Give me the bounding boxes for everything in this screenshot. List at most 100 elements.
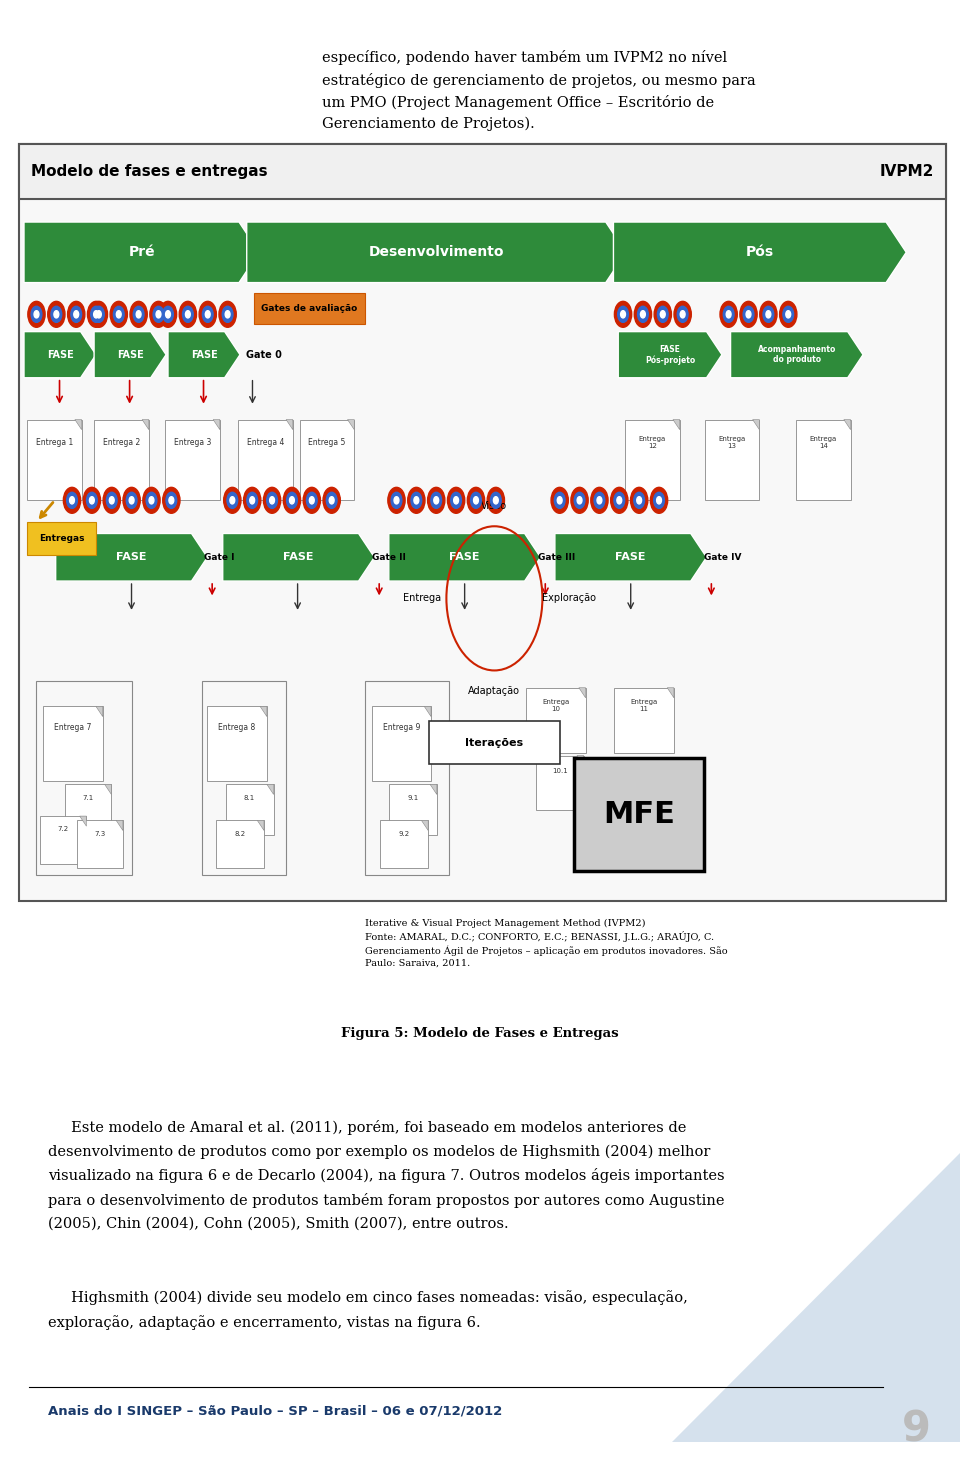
Circle shape	[263, 487, 280, 513]
Bar	[19, 144, 946, 198]
Polygon shape	[247, 222, 626, 283]
Circle shape	[493, 497, 498, 504]
Text: FASE: FASE	[116, 553, 147, 563]
Text: Gates de avaliação: Gates de avaliação	[261, 305, 358, 313]
Bar	[526, 688, 586, 752]
Bar	[429, 720, 560, 764]
Bar	[389, 784, 437, 835]
Text: Entrega
13: Entrega 13	[718, 436, 746, 449]
Text: Pré: Pré	[129, 245, 155, 260]
Circle shape	[290, 497, 295, 504]
Bar	[705, 420, 759, 500]
Text: Gate 0: Gate 0	[246, 350, 281, 360]
Text: Acompanhamento
do produto: Acompanhamento do produto	[757, 346, 836, 364]
Circle shape	[306, 493, 317, 509]
Bar	[43, 707, 103, 781]
Polygon shape	[94, 331, 166, 378]
Polygon shape	[753, 420, 759, 430]
Circle shape	[229, 497, 235, 504]
Polygon shape	[213, 420, 220, 430]
Circle shape	[491, 493, 501, 509]
Circle shape	[434, 497, 439, 504]
Bar	[27, 420, 82, 500]
Text: Modelo de fases e entregas: Modelo de fases e entregas	[31, 165, 267, 179]
Circle shape	[620, 311, 626, 318]
Circle shape	[219, 302, 236, 327]
Text: Gate I: Gate I	[204, 553, 235, 561]
Bar	[202, 681, 286, 875]
Circle shape	[205, 311, 210, 318]
Text: MFE: MFE	[603, 800, 675, 830]
Polygon shape	[142, 420, 149, 430]
Polygon shape	[667, 688, 674, 698]
Circle shape	[51, 306, 61, 322]
Polygon shape	[555, 534, 707, 582]
Bar	[300, 420, 354, 500]
Circle shape	[283, 487, 300, 513]
Circle shape	[182, 306, 193, 322]
Text: Gate II: Gate II	[372, 553, 405, 561]
Bar	[94, 420, 149, 500]
Circle shape	[614, 302, 632, 327]
Text: Entrega
12: Entrega 12	[638, 436, 666, 449]
Text: 8.2: 8.2	[234, 831, 246, 837]
Polygon shape	[731, 331, 863, 378]
Polygon shape	[257, 821, 264, 831]
Circle shape	[28, 302, 45, 327]
Text: Pós: Pós	[746, 245, 774, 260]
Polygon shape	[260, 707, 267, 716]
Text: Entrega
14: Entrega 14	[809, 436, 837, 449]
Circle shape	[634, 493, 644, 509]
Circle shape	[31, 306, 42, 322]
Polygon shape	[348, 420, 354, 430]
Circle shape	[146, 493, 156, 509]
Circle shape	[309, 497, 314, 504]
Polygon shape	[577, 755, 584, 765]
Bar	[574, 758, 704, 870]
Polygon shape	[389, 534, 540, 582]
Circle shape	[786, 311, 791, 318]
Circle shape	[133, 306, 144, 322]
Circle shape	[247, 493, 257, 509]
Circle shape	[74, 311, 79, 318]
Circle shape	[267, 493, 277, 509]
Text: 10.1: 10.1	[552, 768, 567, 774]
Circle shape	[84, 487, 101, 513]
Circle shape	[123, 487, 140, 513]
Bar	[165, 420, 220, 500]
Bar	[536, 755, 584, 811]
Circle shape	[89, 497, 94, 504]
Circle shape	[408, 487, 425, 513]
Circle shape	[109, 497, 114, 504]
Polygon shape	[24, 331, 96, 378]
Circle shape	[166, 493, 177, 509]
Circle shape	[156, 311, 161, 318]
Text: Este modelo de Amaral et al. (2011), porém, foi baseado em modelos anteriores de: Este modelo de Amaral et al. (2011), por…	[48, 1120, 725, 1231]
Circle shape	[391, 493, 402, 509]
Circle shape	[227, 493, 238, 509]
Circle shape	[743, 306, 754, 322]
Circle shape	[127, 493, 137, 509]
Circle shape	[640, 311, 645, 318]
Circle shape	[674, 302, 691, 327]
Circle shape	[54, 311, 59, 318]
Circle shape	[180, 302, 197, 327]
Circle shape	[162, 487, 180, 513]
Circle shape	[244, 487, 261, 513]
Circle shape	[766, 311, 771, 318]
Bar	[372, 707, 431, 781]
Text: 9: 9	[902, 1408, 931, 1451]
Polygon shape	[116, 821, 123, 831]
Circle shape	[287, 493, 298, 509]
Circle shape	[303, 487, 321, 513]
Circle shape	[783, 306, 794, 322]
Text: Entrega 3: Entrega 3	[174, 437, 211, 446]
Text: Gate III: Gate III	[538, 553, 575, 561]
Circle shape	[574, 493, 585, 509]
Circle shape	[431, 493, 442, 509]
Polygon shape	[168, 331, 240, 378]
Text: FASE: FASE	[191, 350, 217, 360]
Text: Exploração: Exploração	[542, 593, 596, 604]
Polygon shape	[613, 222, 906, 283]
Circle shape	[554, 493, 565, 509]
